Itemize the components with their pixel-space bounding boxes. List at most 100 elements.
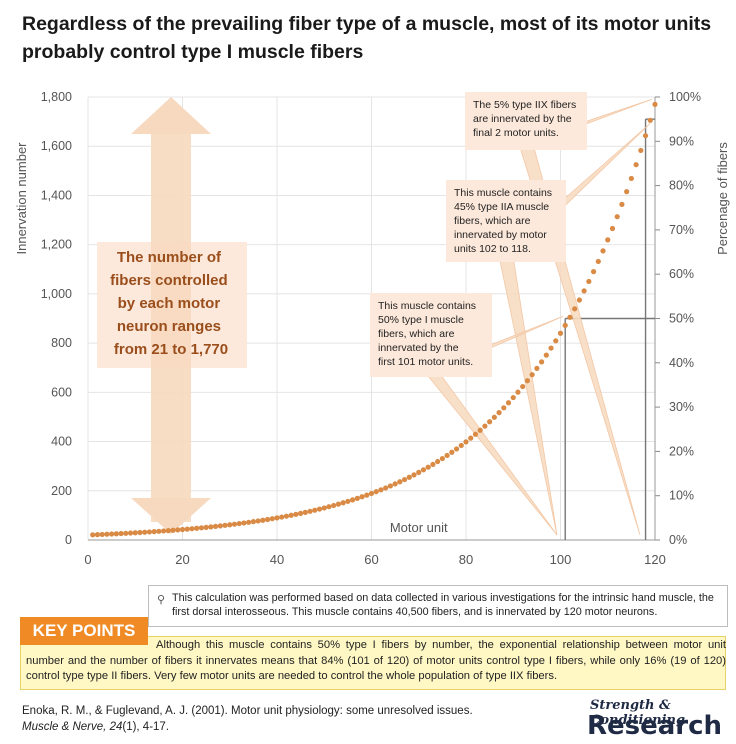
data-point	[165, 528, 171, 534]
data-point	[439, 455, 445, 462]
data-point	[269, 516, 275, 522]
data-point	[383, 485, 389, 491]
data-point	[335, 501, 342, 507]
page-title: Regardless of the prevailing fiber type …	[22, 13, 712, 63]
data-point	[222, 522, 228, 528]
callout-text-line: 50% type I muscle	[378, 314, 464, 326]
range-arrow-down	[131, 498, 211, 534]
data-point	[567, 314, 573, 320]
data-points	[90, 101, 658, 538]
data-point	[161, 528, 167, 534]
data-point	[586, 278, 592, 285]
callout-3: This muscle contains 50% type I muscle fib…	[370, 293, 564, 536]
data-point	[468, 435, 474, 441]
data-point	[624, 189, 630, 195]
data-point	[350, 497, 356, 503]
data-point	[156, 528, 162, 534]
callout-1: The 5% type IIX fibers are innervated by …	[465, 92, 653, 536]
data-point	[345, 498, 351, 504]
callout-text-line: This muscle contains	[378, 300, 476, 312]
y-tick-label: 600	[51, 385, 72, 399]
data-point	[397, 479, 403, 485]
callouts: The 5% type IIX fibers are innervated by …	[370, 92, 653, 536]
data-point	[378, 487, 384, 493]
y-tick-label: 200	[51, 484, 72, 498]
key-points-label: KEY POINTS	[20, 617, 148, 645]
data-point	[279, 514, 285, 520]
callout-text: This muscle contains 50% type I muscle fib…	[378, 300, 476, 368]
data-point	[170, 527, 176, 533]
x-tick-label: 80	[459, 552, 473, 567]
data-point	[401, 476, 408, 483]
data-point	[132, 530, 138, 536]
range-label-line-3: by each motor	[118, 295, 221, 312]
data-point	[647, 117, 653, 123]
callout-text-line: first 101 motor units.	[378, 356, 473, 368]
y-tick-label: 400	[51, 435, 72, 449]
y2-tick-label: 0%	[669, 533, 687, 547]
data-point	[387, 483, 393, 489]
data-point	[255, 518, 261, 524]
data-point	[572, 306, 578, 312]
data-point	[321, 505, 327, 511]
callout-box	[370, 293, 492, 377]
data-point	[194, 525, 200, 531]
data-point	[638, 147, 644, 154]
range-arrow-shaft	[151, 122, 191, 522]
data-point	[241, 520, 247, 526]
data-point	[496, 410, 502, 416]
data-point	[520, 383, 526, 390]
data-point	[364, 492, 370, 498]
data-point	[99, 531, 105, 538]
y-tick-label: 0	[65, 533, 72, 547]
data-point	[557, 330, 564, 336]
y-tick-label: 1,000	[41, 287, 72, 301]
y-axis-title: Innervation number	[14, 142, 29, 255]
data-point	[151, 529, 157, 535]
data-point	[373, 489, 379, 495]
data-point	[283, 513, 290, 519]
axis-labels: 0 20 40 60 80 100 120 0 200 400 600 800 1,000 1,200 1,…	[14, 90, 730, 567]
range-label-line-1: The number of	[117, 249, 222, 266]
data-point	[595, 258, 601, 265]
data-point	[619, 201, 625, 207]
y2-tick-label: 50%	[669, 312, 694, 326]
key-points-box	[20, 636, 726, 690]
data-point	[90, 532, 96, 538]
callout-text: The 5% type IIX fibers are innervated by …	[473, 99, 576, 139]
callout-text-line: are innervated by the	[473, 113, 572, 125]
data-point	[189, 526, 195, 532]
callout-text-line: fibers, which are	[378, 328, 455, 340]
data-point	[246, 519, 252, 525]
data-point	[458, 442, 464, 449]
callout-text-line: fibers, which are	[454, 215, 531, 227]
data-point	[600, 248, 606, 254]
callout-arrow	[423, 370, 558, 536]
data-point	[340, 500, 346, 506]
data-point	[203, 524, 209, 530]
x-tick-label: 0	[84, 552, 91, 567]
data-point	[146, 529, 153, 535]
data-point	[175, 527, 181, 533]
data-point	[113, 531, 119, 537]
data-point	[307, 508, 313, 514]
data-point	[368, 490, 375, 497]
data-point	[316, 506, 323, 512]
data-point	[652, 101, 658, 107]
y2-tick-label: 60%	[669, 267, 694, 281]
data-point	[392, 481, 398, 487]
x-tick-label: 60	[364, 552, 378, 567]
data-point	[326, 504, 332, 510]
callout-text-line: units 102 to 118.	[454, 243, 531, 255]
callout-text-line: innervated by motor	[454, 229, 547, 241]
data-point	[359, 494, 365, 500]
callout-box	[446, 180, 566, 262]
data-point	[472, 431, 479, 437]
data-point	[288, 512, 294, 518]
data-point	[590, 269, 597, 275]
callout-text-line: The 5% type IIX fibers	[473, 99, 576, 111]
data-point	[118, 530, 124, 537]
data-point	[534, 365, 540, 371]
data-point	[576, 297, 583, 303]
range-indicator: The number of fibers controlled by each …	[97, 97, 247, 534]
